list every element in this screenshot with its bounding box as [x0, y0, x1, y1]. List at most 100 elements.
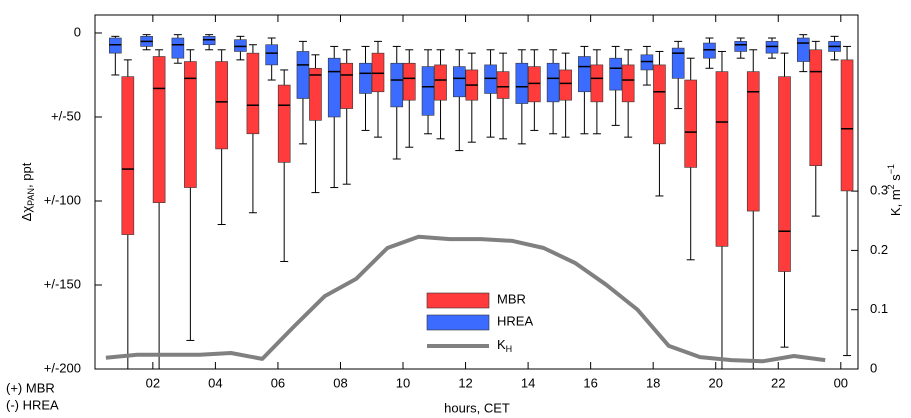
box	[671, 47, 685, 79]
x-axis-label: hours, CET	[444, 400, 510, 415]
box-group	[152, 49, 166, 370]
box-group	[140, 34, 153, 51]
box-group	[746, 49, 760, 370]
y2-tick-label: 0.1	[870, 301, 888, 316]
box-group	[715, 50, 729, 370]
box-group	[496, 52, 510, 140]
box-group	[265, 37, 278, 81]
box-group	[453, 49, 466, 152]
x-tick-label: 08	[333, 375, 347, 390]
y2-label-sup: −1	[886, 164, 896, 174]
y2-label-part: s	[888, 174, 903, 185]
box	[246, 52, 260, 135]
y-axis-label: ΔχPAN, ppt	[19, 162, 36, 221]
y-label-part: Δχ	[19, 206, 34, 222]
box-group	[202, 34, 216, 51]
y2-label-sup: 2	[886, 184, 896, 189]
x-tick-label: 16	[583, 375, 597, 390]
box-group	[359, 45, 372, 131]
box-group	[390, 45, 404, 160]
box	[234, 39, 247, 52]
box-group	[309, 54, 322, 194]
box-group	[796, 34, 810, 73]
box	[703, 42, 716, 59]
x-tick-label: 18	[646, 375, 660, 390]
box	[309, 67, 322, 121]
box	[515, 62, 529, 104]
y-tick-label: 0	[74, 24, 81, 39]
y2-label-part: K, m	[888, 189, 903, 216]
box	[809, 49, 823, 167]
box-group	[515, 49, 529, 145]
box	[109, 37, 122, 54]
y-tick-label: +/-50	[51, 108, 81, 123]
legend-label-part: K	[497, 337, 506, 352]
box-group	[109, 35, 122, 76]
box	[359, 62, 372, 94]
kh-line	[105, 234, 826, 364]
box	[327, 57, 341, 118]
y-label-part: , ppt	[19, 162, 34, 188]
legend-label-sub: H	[506, 344, 513, 354]
box-group	[528, 49, 541, 131]
box	[296, 51, 310, 99]
box	[171, 37, 185, 59]
legend-swatch	[426, 314, 490, 331]
box-group	[402, 49, 416, 148]
box-group	[465, 52, 479, 143]
box-group	[809, 40, 823, 217]
box	[265, 44, 278, 66]
box-group	[578, 45, 591, 135]
box	[390, 62, 404, 108]
legend: MBR HREA KH	[426, 291, 533, 354]
box	[121, 76, 135, 235]
box	[715, 71, 729, 247]
x-tick-label: 00	[834, 375, 848, 390]
box	[371, 52, 385, 93]
y-label-sub: PAN	[26, 188, 36, 206]
box-group	[734, 37, 748, 59]
x-tick-label: 10	[396, 375, 410, 390]
box-group	[215, 49, 228, 226]
y2-tick-label: 0.2	[870, 242, 888, 257]
x-tick-label: 22	[771, 375, 785, 390]
box-group	[340, 49, 354, 185]
box	[528, 66, 541, 103]
box-group	[546, 49, 560, 135]
x-tick-label: 14	[521, 375, 535, 390]
legend-swatch	[426, 292, 490, 309]
box	[277, 84, 291, 163]
box-group	[621, 49, 635, 138]
box	[340, 62, 354, 109]
box-group	[840, 45, 854, 357]
box-group	[371, 40, 385, 138]
box	[453, 66, 466, 98]
box	[496, 71, 510, 99]
box-group	[684, 57, 698, 261]
box	[746, 71, 760, 212]
box-group	[327, 45, 341, 189]
box	[559, 69, 572, 101]
box-group	[653, 50, 666, 197]
box-group	[171, 34, 185, 64]
box-group	[640, 45, 654, 86]
box-group	[296, 40, 310, 145]
box-group	[590, 49, 604, 135]
box-group	[765, 37, 779, 59]
box	[546, 62, 560, 103]
box	[640, 54, 654, 71]
box-group	[703, 37, 716, 69]
y2-axis-label: K, m2 s−1	[886, 164, 903, 216]
box	[796, 37, 810, 62]
y2-tick-label: 0	[870, 360, 877, 375]
box-group	[246, 44, 260, 214]
box	[653, 64, 666, 145]
legend-label: KH	[497, 337, 512, 354]
corner-label: (+) MBR	[6, 380, 55, 395]
box-group	[434, 49, 447, 140]
box	[421, 66, 435, 116]
box-group	[184, 49, 197, 341]
x-tick-label: 06	[271, 375, 285, 390]
box	[621, 64, 635, 103]
